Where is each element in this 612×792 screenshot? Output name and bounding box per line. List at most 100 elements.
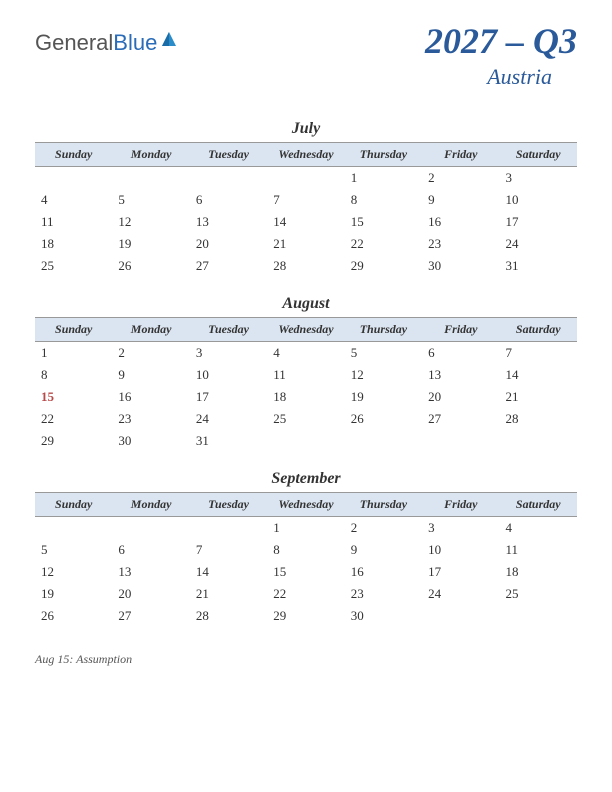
weekday-header: Thursday xyxy=(345,318,422,342)
weekday-header-row: SundayMondayTuesdayWednesdayThursdayFrid… xyxy=(35,493,577,517)
calendar-day-cell xyxy=(35,517,112,540)
calendar-week-row: 567891011 xyxy=(35,539,577,561)
calendar-day-cell: 4 xyxy=(500,517,577,540)
calendar-day-cell: 16 xyxy=(422,211,499,233)
month-name: July xyxy=(35,120,577,138)
calendar-day-cell: 20 xyxy=(190,233,267,255)
calendar-day-cell: 6 xyxy=(422,342,499,365)
calendar-day-cell: 9 xyxy=(345,539,422,561)
calendar-week-row: 45678910 xyxy=(35,189,577,211)
calendar-day-cell: 31 xyxy=(500,255,577,277)
weekday-header: Saturday xyxy=(500,143,577,167)
calendar-month-august: August SundayMondayTuesdayWednesdayThursd… xyxy=(35,295,577,452)
calendar-day-cell: 30 xyxy=(112,430,189,452)
calendar-week-row: 1234567 xyxy=(35,342,577,365)
calendar-month-september: SeptemberSundayMondayTuesdayWednesdayThu… xyxy=(35,470,577,627)
calendar-day-cell: 19 xyxy=(112,233,189,255)
calendar-day-cell: 6 xyxy=(190,189,267,211)
weekday-header-row: SundayMondayTuesdayWednesdayThursdayFrid… xyxy=(35,143,577,167)
calendar-day-cell: 28 xyxy=(500,408,577,430)
calendar-day-cell: 20 xyxy=(422,386,499,408)
title-block: 2027 – Q3 Austria xyxy=(425,20,577,90)
calendar-week-row: 15161718192021 xyxy=(35,386,577,408)
weekday-header: Friday xyxy=(422,318,499,342)
logo-general: General xyxy=(35,30,113,55)
calendar-table: SundayMondayTuesdayWednesdayThursdayFrid… xyxy=(35,492,577,627)
calendar-day-cell xyxy=(112,517,189,540)
weekday-header: Thursday xyxy=(345,143,422,167)
calendar-day-cell: 19 xyxy=(345,386,422,408)
calendar-day-cell: 6 xyxy=(112,539,189,561)
weekday-header: Thursday xyxy=(345,493,422,517)
calendar-day-cell: 5 xyxy=(112,189,189,211)
calendar-week-row: 1234 xyxy=(35,517,577,540)
calendar-day-cell: 2 xyxy=(422,167,499,190)
weekday-header: Sunday xyxy=(35,318,112,342)
calendar-day-cell: 15 xyxy=(345,211,422,233)
calendar-table: SundayMondayTuesdayWednesdayThursdayFrid… xyxy=(35,142,577,277)
calendar-day-cell: 3 xyxy=(190,342,267,365)
calendar-day-cell: 17 xyxy=(190,386,267,408)
calendar-week-row: 123 xyxy=(35,167,577,190)
weekday-header: Wednesday xyxy=(267,318,344,342)
calendar-day-cell: 19 xyxy=(35,583,112,605)
calendar-day-cell: 16 xyxy=(112,386,189,408)
weekday-header: Saturday xyxy=(500,318,577,342)
calendar-day-cell: 20 xyxy=(112,583,189,605)
calendar-day-cell: 26 xyxy=(345,408,422,430)
weekday-header: Friday xyxy=(422,143,499,167)
calendar-day-cell: 2 xyxy=(345,517,422,540)
calendar-day-cell: 5 xyxy=(345,342,422,365)
calendar-day-cell: 21 xyxy=(500,386,577,408)
calendar-day-cell: 31 xyxy=(190,430,267,452)
calendar-day-cell: 21 xyxy=(267,233,344,255)
calendar-day-cell: 29 xyxy=(35,430,112,452)
calendar-day-cell: 4 xyxy=(35,189,112,211)
weekday-header: Monday xyxy=(112,143,189,167)
calendar-day-cell xyxy=(500,605,577,627)
logo-text: GeneralBlue xyxy=(35,30,157,56)
calendar-day-cell: 10 xyxy=(500,189,577,211)
holiday-note: Aug 15: Assumption xyxy=(35,652,577,667)
calendar-day-cell: 18 xyxy=(35,233,112,255)
calendar-day-cell xyxy=(422,430,499,452)
calendar-week-row: 891011121314 xyxy=(35,364,577,386)
calendar-day-cell xyxy=(112,167,189,190)
calendar-day-cell: 27 xyxy=(422,408,499,430)
calendar-day-cell: 9 xyxy=(422,189,499,211)
month-name: August xyxy=(35,295,577,313)
logo: GeneralBlue xyxy=(35,30,178,56)
calendar-day-cell: 23 xyxy=(422,233,499,255)
calendar-table: SundayMondayTuesdayWednesdayThursdayFrid… xyxy=(35,317,577,452)
calendar-day-cell xyxy=(190,517,267,540)
calendar-week-row: 25262728293031 xyxy=(35,255,577,277)
calendar-day-cell xyxy=(267,167,344,190)
calendar-day-cell: 29 xyxy=(345,255,422,277)
calendar-day-cell: 2 xyxy=(112,342,189,365)
calendar-day-cell: 25 xyxy=(500,583,577,605)
calendar-day-cell: 14 xyxy=(190,561,267,583)
weekday-header: Wednesday xyxy=(267,493,344,517)
weekday-header: Monday xyxy=(112,493,189,517)
calendar-day-cell: 13 xyxy=(422,364,499,386)
calendar-day-cell: 1 xyxy=(267,517,344,540)
calendar-week-row: 18192021222324 xyxy=(35,233,577,255)
weekday-header: Tuesday xyxy=(190,493,267,517)
calendar-day-cell: 13 xyxy=(112,561,189,583)
logo-triangle-icon xyxy=(160,30,178,48)
calendar-week-row: 2627282930 xyxy=(35,605,577,627)
calendars-container: JulySundayMondayTuesdayWednesdayThursday… xyxy=(35,120,577,627)
weekday-header: Sunday xyxy=(35,493,112,517)
calendar-day-cell: 30 xyxy=(422,255,499,277)
weekday-header-row: SundayMondayTuesdayWednesdayThursdayFrid… xyxy=(35,318,577,342)
calendar-day-cell: 11 xyxy=(267,364,344,386)
calendar-day-cell: 22 xyxy=(267,583,344,605)
header: GeneralBlue 2027 – Q3 Austria xyxy=(35,20,577,90)
calendar-day-cell: 11 xyxy=(500,539,577,561)
calendar-week-row: 12131415161718 xyxy=(35,561,577,583)
calendar-day-cell: 7 xyxy=(500,342,577,365)
calendar-day-cell: 12 xyxy=(112,211,189,233)
calendar-day-cell: 13 xyxy=(190,211,267,233)
calendar-month-july: July SundayMondayTuesdayWednesdayThursday… xyxy=(35,120,577,277)
title-main: 2027 – Q3 xyxy=(425,20,577,62)
